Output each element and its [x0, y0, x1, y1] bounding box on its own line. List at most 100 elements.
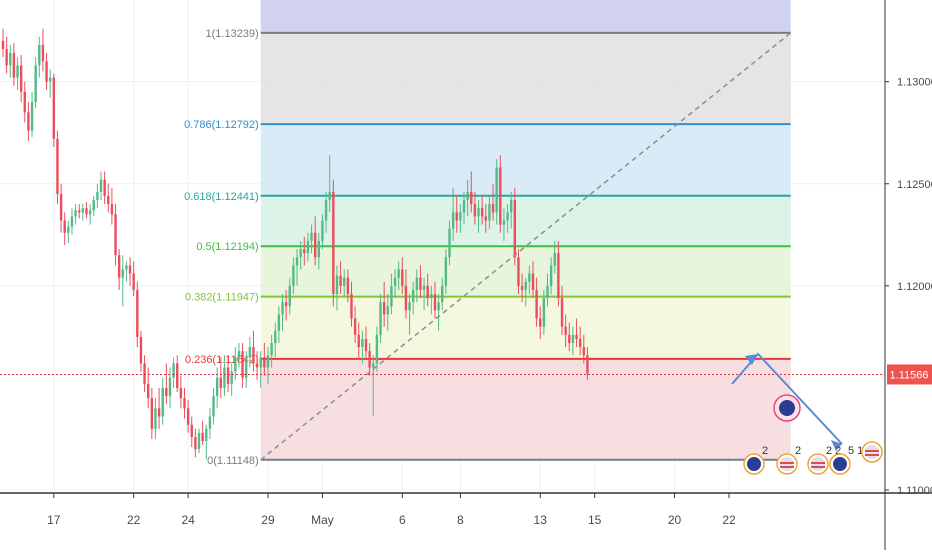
candle-body — [401, 269, 404, 286]
candle-body — [303, 249, 306, 254]
candle-body — [477, 208, 480, 217]
fib-level-label: 0(1.11148) — [207, 455, 259, 467]
drawing-overlays — [0, 32, 885, 461]
current-price-label: 1.11566 — [890, 369, 929, 381]
candle-body — [67, 226, 70, 233]
candle-body — [473, 204, 477, 217]
candle-body — [277, 314, 281, 331]
candle-body — [426, 285, 429, 299]
fib-zone — [260, 195, 791, 247]
candle-body — [517, 257, 520, 286]
candle-body — [462, 200, 466, 213]
candle-body — [252, 347, 255, 364]
candle-body — [433, 294, 437, 311]
candle-body — [48, 77, 52, 82]
candle-body — [245, 357, 248, 378]
candle-body — [506, 212, 509, 221]
candles — [1, 28, 589, 460]
candle-body — [535, 289, 538, 319]
candle-body — [85, 208, 88, 215]
candle-body — [386, 306, 389, 315]
candle-body — [419, 277, 422, 290]
fib-level-label: 0.786(1.12792) — [184, 119, 259, 131]
candle-body — [382, 302, 386, 315]
candle-body — [470, 191, 473, 205]
candle-body — [542, 298, 546, 327]
fib-zone-top — [260, 0, 791, 33]
event-count: 2 — [795, 445, 801, 457]
candle-body — [466, 191, 469, 201]
candle-body — [259, 357, 262, 368]
price-axis-label: 1.12000 — [897, 281, 932, 293]
fib-level-label: 0.618(1.12441) — [184, 191, 259, 203]
candle-body — [528, 273, 531, 282]
candle-body — [495, 167, 498, 213]
candle-body — [415, 277, 419, 290]
candle-body — [444, 257, 448, 286]
time-axis-label: 20 — [668, 513, 682, 527]
candle-body — [215, 377, 219, 397]
candle-body — [411, 289, 415, 303]
candle-body — [59, 193, 63, 221]
candle-body — [121, 269, 124, 278]
candle-body — [480, 208, 484, 217]
candle-body — [390, 285, 393, 307]
candle-body — [321, 220, 324, 241]
candle-body — [571, 334, 575, 343]
candle-body — [557, 253, 560, 299]
candle-body — [408, 302, 411, 311]
time-axis-label: 6 — [399, 513, 406, 527]
price-axis-label: 1.11000 — [897, 485, 932, 497]
candle-body — [484, 216, 487, 221]
candle-body — [397, 269, 400, 278]
candle-body — [310, 232, 313, 241]
candle-body — [368, 351, 371, 368]
fibonacci-retracement[interactable]: 1(1.13239) 0.786(1.12792) 0.618(1.12441) 0.… — [184, 0, 791, 467]
time-axis-label: 24 — [181, 513, 195, 527]
candle-body — [575, 334, 578, 339]
candle-body — [295, 257, 299, 266]
candle-body — [299, 249, 302, 258]
candle-body — [103, 179, 106, 196]
candle-body — [190, 424, 193, 437]
eu-flag-icon — [833, 457, 847, 471]
candle-body — [74, 210, 77, 217]
candle-body — [578, 338, 582, 348]
candle-body — [30, 102, 34, 131]
time-axis-label: 22 — [722, 513, 736, 527]
candle-body — [154, 408, 157, 429]
candle-body — [63, 220, 66, 233]
candle-body — [52, 77, 56, 139]
candle-body — [274, 330, 277, 343]
us-flag-stripe — [865, 454, 879, 456]
candle-body — [510, 200, 513, 213]
price-axis-label: 1.13000 — [897, 77, 932, 89]
candle-body — [361, 338, 364, 348]
candle-body — [81, 208, 85, 213]
time-axis-label: 17 — [47, 513, 61, 527]
candle-body — [448, 228, 451, 258]
candle-body — [41, 44, 45, 62]
candle-body — [117, 255, 121, 278]
candle-body — [219, 377, 222, 388]
candle-body — [248, 347, 252, 358]
candle-body — [270, 343, 273, 356]
candle-body — [313, 232, 317, 258]
candle-body — [455, 212, 458, 221]
fib-level-label: 0.236(1.11642) — [185, 354, 259, 366]
candle-body — [422, 285, 426, 290]
candle-body — [136, 289, 139, 337]
projection-arrow-head — [831, 440, 842, 451]
current-price-badge — [887, 364, 932, 385]
candle-body — [165, 387, 168, 397]
candle-body — [230, 371, 233, 384]
event-count: 5 1 — [848, 445, 863, 457]
candle-body — [226, 367, 230, 384]
time-axis-label: 8 — [457, 513, 464, 527]
candle-body — [114, 214, 117, 256]
candle-body — [404, 285, 408, 311]
candle-body — [88, 210, 92, 215]
